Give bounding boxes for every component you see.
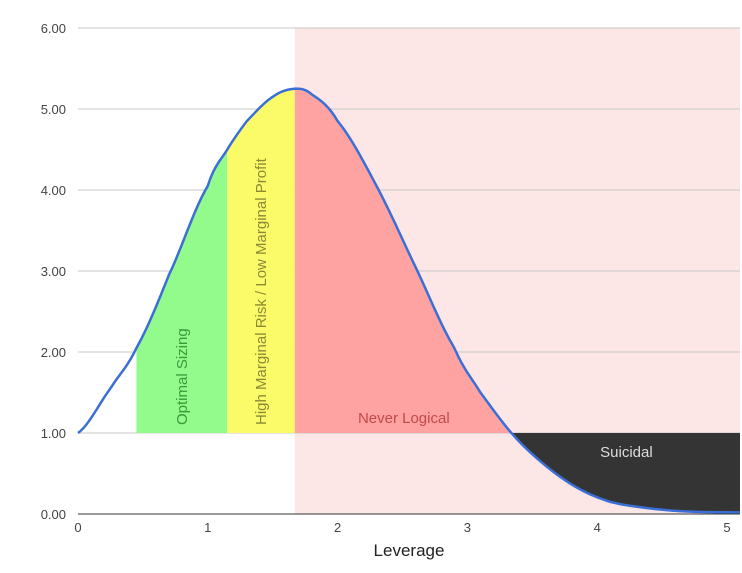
x-tick-label: 1 <box>204 520 211 535</box>
y-tick-label: 1.00 <box>41 426 66 441</box>
y-tick-label: 2.00 <box>41 345 66 360</box>
zone-fill <box>136 149 228 433</box>
zone-labels: Optimal Sizing High Marginal Risk / Low M… <box>174 157 653 461</box>
zone-label: High Marginal Risk / Low Marginal Profit <box>253 157 270 425</box>
series-line <box>77 87 741 514</box>
zone-label: Suicidal <box>600 444 653 461</box>
y-tick-label: 5.00 <box>41 102 66 117</box>
x-tick-label: 4 <box>594 520 601 535</box>
zone-fill <box>512 433 740 513</box>
y-tick-label: 6.00 <box>41 21 66 36</box>
x-tick-label: 5 <box>723 520 730 535</box>
y-tick-label: 0.00 <box>41 507 66 522</box>
zone-label: Optimal Sizing <box>174 328 191 425</box>
zone-label: Never Logical <box>358 410 450 427</box>
axes: 0.00 1.00 2.00 3.00 4.00 5.00 6.00 0 1 2 3 4 5 <box>41 21 740 535</box>
curve-layer <box>77 87 741 514</box>
x-tick-label: 0 <box>74 520 81 535</box>
y-tick-label: 4.00 <box>41 183 66 198</box>
x-tick-label: 3 <box>464 520 471 535</box>
zone-fills <box>136 88 740 513</box>
y-tick-label: 3.00 <box>41 264 66 279</box>
x-axis-title: Leverage <box>374 541 445 560</box>
x-tick-label: 2 <box>334 520 341 535</box>
zone-fill <box>227 88 295 433</box>
zone-fill <box>294 88 513 435</box>
